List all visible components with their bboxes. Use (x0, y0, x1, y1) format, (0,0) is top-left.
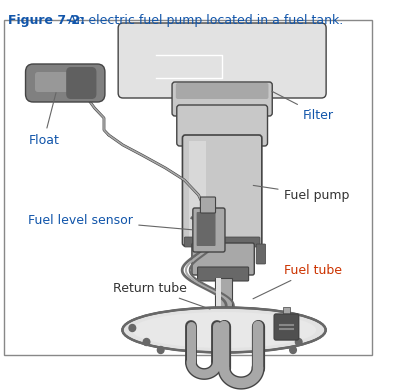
Circle shape (284, 325, 291, 332)
FancyBboxPatch shape (197, 212, 215, 246)
FancyBboxPatch shape (184, 237, 260, 247)
FancyBboxPatch shape (176, 83, 269, 99)
Text: Float: Float (28, 93, 59, 147)
Text: An electric fuel pump located in a fuel tank.: An electric fuel pump located in a fuel … (68, 14, 343, 27)
Ellipse shape (132, 312, 316, 348)
FancyBboxPatch shape (26, 64, 105, 102)
Text: Filter: Filter (272, 91, 334, 122)
FancyBboxPatch shape (182, 135, 262, 246)
Circle shape (129, 325, 136, 332)
Text: Fuel level sensor: Fuel level sensor (28, 214, 192, 230)
FancyBboxPatch shape (66, 67, 97, 99)
Bar (217, 278, 221, 323)
Bar (189, 141, 206, 241)
FancyBboxPatch shape (172, 82, 272, 116)
Bar (215, 278, 231, 323)
FancyBboxPatch shape (198, 267, 249, 281)
Bar (282, 307, 290, 317)
FancyBboxPatch shape (35, 72, 69, 92)
FancyBboxPatch shape (274, 314, 299, 340)
Circle shape (295, 339, 302, 345)
Text: Fuel pump: Fuel pump (253, 185, 349, 201)
FancyBboxPatch shape (200, 197, 215, 213)
FancyBboxPatch shape (256, 244, 266, 264)
Text: Return tube: Return tube (113, 281, 210, 309)
Circle shape (290, 347, 296, 354)
Ellipse shape (122, 307, 326, 352)
Bar (4, 20, 372, 355)
Text: Figure 7-2:: Figure 7-2: (8, 14, 85, 27)
Circle shape (143, 339, 150, 345)
FancyBboxPatch shape (192, 243, 254, 275)
Circle shape (157, 347, 164, 354)
Text: Fuel tube: Fuel tube (253, 263, 342, 299)
FancyBboxPatch shape (118, 23, 326, 98)
FancyBboxPatch shape (193, 208, 225, 252)
FancyBboxPatch shape (177, 105, 267, 146)
